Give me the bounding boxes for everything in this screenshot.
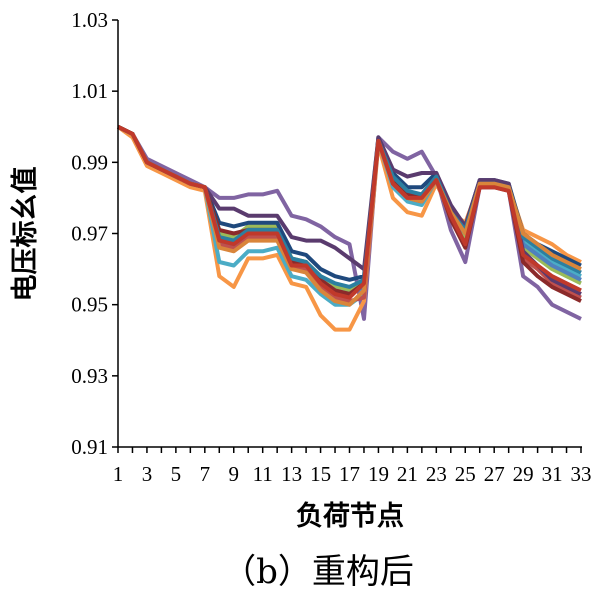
- x-tick-label: 23: [426, 462, 447, 486]
- x-tick-label: 1: [113, 462, 124, 486]
- x-tick-label: 33: [571, 462, 592, 486]
- x-tick-label: 25: [455, 462, 476, 486]
- y-tick-label: 1.03: [71, 8, 108, 32]
- x-axis-ticks: 1 3 5 7 9 11 13 15 17 19 21 23 25 27 29 31 33: [113, 447, 592, 486]
- y-tick-label: 0.93: [71, 364, 108, 388]
- x-axis-title: 负荷节点: [296, 501, 404, 532]
- x-tick-label: 15: [310, 462, 331, 486]
- x-tick-label: 17: [339, 462, 360, 486]
- series-lines: [116, 125, 582, 332]
- y-tick-label: 0.97: [71, 222, 108, 246]
- x-tick-label: 5: [171, 462, 182, 486]
- x-tick-label: 11: [253, 462, 273, 486]
- x-tick-label: 31: [542, 462, 563, 486]
- x-tick-label: 3: [142, 462, 153, 486]
- y-tick-label: 0.95: [71, 293, 108, 317]
- y-axis-title: 电压标幺值: [9, 167, 41, 302]
- x-tick-label: 29: [513, 462, 534, 486]
- y-tick-label: 0.91: [71, 435, 108, 459]
- series-line-12: [117, 125, 582, 300]
- x-tick-label: 21: [397, 462, 418, 486]
- y-axis-ticks: 0.91 0.93 0.95 0.97 0.99 1.01 1.03: [71, 8, 118, 459]
- y-tick-label: 1.01: [71, 79, 108, 103]
- x-tick-label: 27: [484, 462, 505, 486]
- x-tick-label: 9: [229, 462, 240, 486]
- x-tick-label: 7: [200, 462, 211, 486]
- y-tick-label: 0.99: [71, 150, 108, 174]
- figure-caption: （b）重构后: [222, 552, 414, 592]
- series-line-9: [117, 125, 582, 303]
- x-tick-label: 13: [281, 462, 302, 486]
- x-tick-label: 19: [368, 462, 389, 486]
- axes: [117, 20, 582, 448]
